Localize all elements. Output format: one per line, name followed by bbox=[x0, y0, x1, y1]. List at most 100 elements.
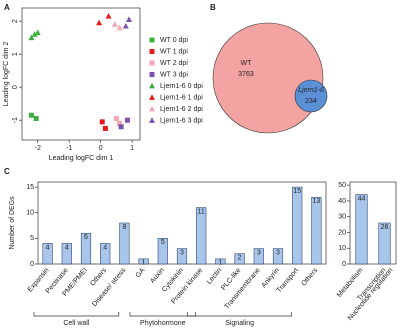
bar bbox=[138, 258, 149, 265]
point bbox=[118, 124, 124, 130]
group-bracket bbox=[129, 312, 196, 317]
bar bbox=[378, 222, 391, 265]
x-tick-label: Lectin bbox=[206, 267, 223, 286]
legend-marker bbox=[149, 82, 155, 89]
legend-label: WT 3 dpi bbox=[160, 71, 188, 78]
legend-label: Ljern1-6 0 dpi bbox=[160, 83, 203, 90]
group-bracket bbox=[33, 312, 120, 317]
bar-value-label: 13 bbox=[313, 198, 321, 205]
point bbox=[122, 22, 129, 29]
x-tick-label: Others bbox=[300, 267, 319, 288]
bar bbox=[196, 207, 207, 265]
bar bbox=[215, 258, 226, 265]
set-count: 234 bbox=[305, 98, 317, 105]
y-tick-label: 0 bbox=[342, 261, 346, 268]
bar bbox=[234, 253, 245, 265]
group-label: Cell wall bbox=[63, 320, 90, 327]
x-axis-label: Leading logFC dim 1 bbox=[49, 155, 114, 162]
y-axis-label: Leading logFC dim 2 bbox=[3, 42, 10, 107]
x-tick-label: Transmembrane bbox=[224, 267, 262, 311]
bar-value-label: 8 bbox=[122, 224, 126, 231]
point bbox=[34, 29, 41, 36]
y-tick-label: 0 bbox=[30, 261, 34, 268]
bar bbox=[80, 232, 92, 265]
bar-value-label: 3 bbox=[180, 249, 184, 256]
legend-marker bbox=[149, 49, 155, 54]
x-tick-label: 0 bbox=[99, 145, 103, 152]
bar-value-label: 1 bbox=[142, 260, 146, 267]
point bbox=[31, 31, 38, 37]
bar-value-label: 3 bbox=[257, 249, 261, 256]
legend-marker bbox=[149, 117, 155, 123]
venn-circle bbox=[294, 79, 328, 113]
bar bbox=[42, 243, 53, 265]
venn-circle bbox=[212, 22, 324, 134]
bar-value-label: 11 bbox=[198, 208, 205, 215]
bar bbox=[272, 248, 284, 265]
legend-label: Ljern1-6 3 dpi bbox=[160, 117, 203, 124]
x-tick-label: Auxin bbox=[149, 267, 166, 285]
point bbox=[99, 119, 105, 125]
y-tick-label: 0 bbox=[12, 85, 19, 89]
legend-label: Ljern1-6 2 dpi bbox=[160, 106, 203, 113]
bar bbox=[253, 248, 264, 265]
legend-label: WT 2 dpi bbox=[160, 60, 188, 67]
legend-marker bbox=[149, 60, 155, 66]
point bbox=[117, 121, 123, 126]
plot-frame bbox=[349, 181, 397, 265]
y-tick-label: 15 bbox=[26, 184, 34, 191]
y-tick-label: 40 bbox=[338, 198, 346, 205]
bar-value-label: 1 bbox=[218, 260, 222, 267]
x-tick-label: -2 bbox=[35, 145, 41, 152]
legend-marker bbox=[149, 105, 155, 112]
group-label: Phytohormone bbox=[140, 320, 186, 327]
bar bbox=[355, 194, 368, 265]
bar-value-label: 2 bbox=[238, 255, 242, 262]
set-count: 3763 bbox=[238, 71, 254, 78]
bar-value-label: 15 bbox=[293, 188, 301, 195]
bar-value-label: 4 bbox=[65, 244, 69, 251]
group-label: Signaling bbox=[225, 320, 254, 327]
y-tick-label: 50 bbox=[338, 182, 346, 189]
bar-value-label: 6 bbox=[84, 234, 88, 241]
y-tick-label: 20 bbox=[338, 229, 346, 236]
legend-marker bbox=[149, 37, 155, 43]
point bbox=[33, 116, 39, 122]
legend-marker bbox=[149, 94, 155, 100]
panel-label: B bbox=[210, 3, 216, 12]
plot-frame bbox=[21, 7, 141, 141]
point bbox=[113, 116, 119, 122]
panel-label: C bbox=[4, 167, 10, 176]
point bbox=[111, 21, 118, 27]
group-bracket bbox=[187, 312, 292, 317]
point bbox=[125, 16, 132, 22]
y-tick-label: 5 bbox=[30, 235, 34, 242]
y-tick-label: -1 bbox=[12, 117, 19, 123]
bar bbox=[292, 186, 303, 265]
point bbox=[28, 112, 34, 118]
bar bbox=[61, 243, 72, 265]
panel-label: A bbox=[4, 3, 10, 12]
point bbox=[96, 19, 103, 26]
point bbox=[28, 34, 35, 41]
bar-value-label: 26 bbox=[381, 224, 389, 231]
point bbox=[102, 125, 108, 131]
y-tick-label: 10 bbox=[26, 210, 34, 217]
legend-label: WT 0 dpi bbox=[160, 37, 188, 44]
y-axis-label: Number of DEGs bbox=[9, 196, 16, 250]
bar-value-label: 4 bbox=[46, 244, 50, 251]
x-tick-label: GA bbox=[135, 267, 147, 280]
x-tick-label: Others bbox=[89, 267, 108, 288]
legend-marker bbox=[149, 72, 155, 77]
bar bbox=[176, 248, 188, 265]
bar bbox=[100, 243, 111, 265]
y-tick-label: 10 bbox=[338, 245, 346, 252]
y-tick-label: 1 bbox=[12, 52, 19, 56]
bar-value-label: 5 bbox=[161, 239, 165, 246]
bar bbox=[157, 238, 168, 265]
point bbox=[105, 13, 112, 19]
legend-label: WT 1 dpi bbox=[160, 48, 188, 55]
x-tick-label: -1 bbox=[66, 145, 72, 152]
bar bbox=[311, 197, 322, 265]
